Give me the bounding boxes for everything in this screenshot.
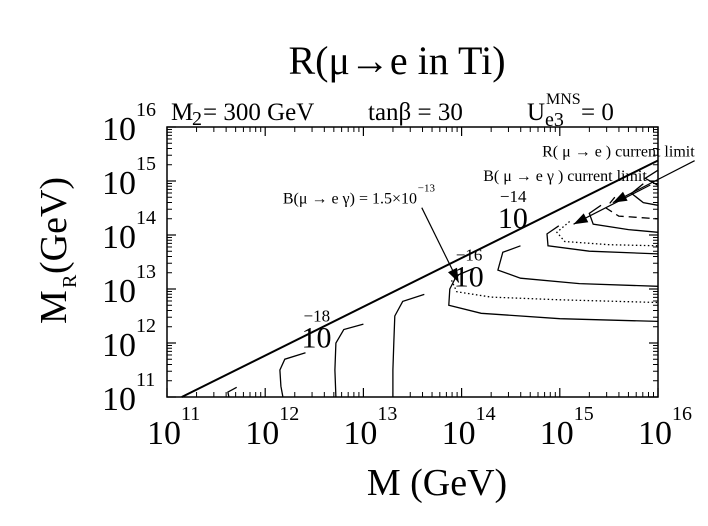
param-m2-symbol: M bbox=[171, 99, 193, 126]
x-tick-label-base-13: 10 bbox=[343, 415, 377, 452]
y-tick-label-exp-13: 13 bbox=[136, 261, 156, 283]
dashed-contour-1 bbox=[605, 196, 659, 220]
axes: 1011101210131014101510161011101210131014… bbox=[33, 99, 692, 504]
x-tick-label-base-14: 10 bbox=[442, 415, 476, 452]
y-tick-label-base-13: 10 bbox=[102, 273, 136, 310]
solid-contour-4 bbox=[392, 293, 425, 397]
y-tick-label-exp-15: 15 bbox=[136, 153, 156, 175]
annotation-arrow-2 bbox=[573, 184, 651, 225]
y-tick-label-base-12: 10 bbox=[102, 327, 136, 364]
solid-contour-7 bbox=[546, 225, 659, 255]
x-tick-label-base-15: 10 bbox=[540, 415, 574, 452]
x-tick-label-base-16: 10 bbox=[638, 415, 672, 452]
param-u-value: = 0 bbox=[581, 99, 614, 126]
y-tick-label-base-14: 10 bbox=[102, 219, 136, 256]
param-u-superscript: MNS bbox=[546, 91, 581, 108]
param-u-subscript: e3 bbox=[545, 109, 564, 131]
contour-label-base-1: 10 bbox=[302, 321, 332, 354]
param-m2-subscript: 2 bbox=[192, 108, 202, 130]
x-axis-label: M (GeV) bbox=[367, 462, 507, 504]
param-tanbeta: tanβ = 30 bbox=[368, 99, 463, 126]
solid-contour-8 bbox=[588, 204, 659, 233]
y-tick-label-base-15: 10 bbox=[102, 165, 136, 202]
plot-area-border bbox=[166, 126, 659, 398]
y-tick-label-exp-11: 11 bbox=[136, 369, 155, 391]
y-axis-label-unit: (GeV) bbox=[33, 177, 75, 274]
plot-frame bbox=[166, 126, 659, 398]
solid-contour-9 bbox=[630, 183, 659, 206]
contour-label-base-3: 10 bbox=[498, 202, 528, 235]
x-tick-label-exp-12: 12 bbox=[279, 403, 299, 425]
y-tick-label-exp-12: 12 bbox=[136, 315, 156, 337]
annotation-exp-3: −13 bbox=[418, 183, 436, 195]
solid-contour-3 bbox=[334, 323, 364, 398]
contour-label-exp-3: −14 bbox=[500, 187, 527, 206]
dotted-contour-1 bbox=[451, 272, 659, 304]
contour-label-base-2: 10 bbox=[454, 260, 484, 293]
seesaw-boundary-line bbox=[181, 159, 659, 398]
annotation-text-2: B( μ → e γ ) current limit bbox=[483, 168, 647, 185]
contour-label-exp-1: −18 bbox=[304, 306, 331, 325]
y-tick-label-exp-16: 16 bbox=[136, 99, 156, 121]
contour-lines bbox=[181, 159, 659, 398]
solid-contour-6 bbox=[497, 245, 659, 287]
x-tick-label-exp-13: 13 bbox=[377, 403, 397, 425]
annotation-arrowhead-3 bbox=[448, 267, 459, 283]
x-tick-label-exp-11: 11 bbox=[181, 403, 200, 425]
solid-contour-10 bbox=[643, 169, 659, 186]
x-tick-label-exp-16: 16 bbox=[672, 403, 692, 425]
chart-title-group: R(μ→e in Ti) bbox=[288, 38, 505, 83]
contour-label-exp-2: −16 bbox=[456, 245, 483, 264]
annotation-text-1: R( μ → e ) current limit bbox=[542, 144, 695, 161]
y-axis-label: MR (GeV) bbox=[33, 177, 81, 324]
annotation-arrowhead-2 bbox=[573, 213, 589, 225]
param-u-symbol: U bbox=[527, 99, 545, 126]
solid-contour-2 bbox=[279, 352, 306, 398]
chart-title: R(μ→e in Ti) bbox=[288, 38, 505, 83]
x-tick-label-base-12: 10 bbox=[245, 415, 279, 452]
param-m2-value: = 300 GeV bbox=[203, 99, 314, 126]
x-tick-label-exp-15: 15 bbox=[574, 403, 594, 425]
dotted-contour-2 bbox=[555, 221, 659, 247]
y-axis-label-symbol: M bbox=[33, 290, 75, 324]
y-axis-label-subscript: R bbox=[59, 274, 81, 288]
x-tick-label-base-11: 10 bbox=[147, 415, 181, 452]
solid-contour-1 bbox=[227, 386, 238, 398]
annotation-text-3: B(μ → e γ) = 1.5×10 bbox=[283, 191, 417, 208]
y-tick-label-exp-14: 14 bbox=[136, 207, 156, 229]
y-tick-label-base-11: 10 bbox=[102, 381, 136, 418]
annotation-arrow-1 bbox=[612, 160, 695, 204]
x-tick-label-exp-14: 14 bbox=[476, 403, 496, 425]
annotations: R( μ → e ) current limit B( μ → e γ ) cur… bbox=[283, 144, 695, 283]
y-tick-label-base-16: 10 bbox=[102, 111, 136, 148]
annotation-arrowhead-1 bbox=[612, 191, 628, 203]
